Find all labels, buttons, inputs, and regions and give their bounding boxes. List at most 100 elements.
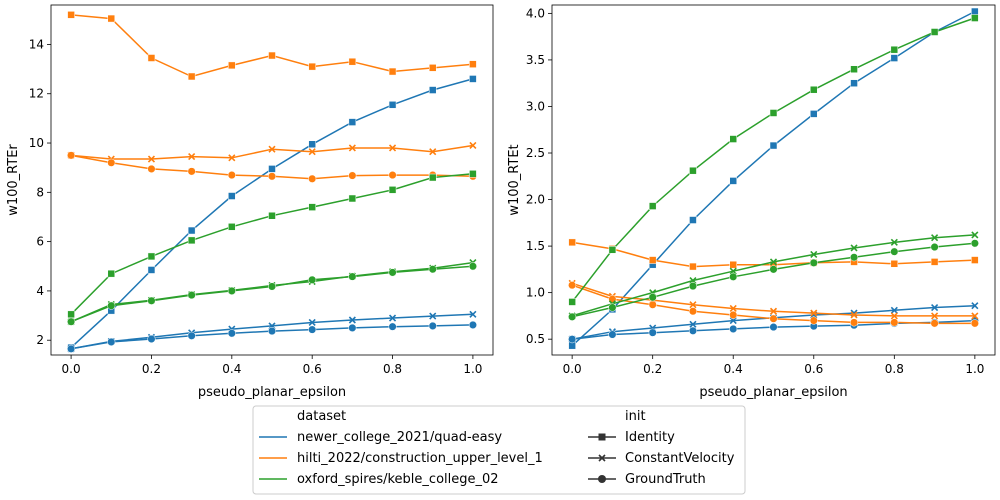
series-oxford-spires-keble-college-02-constantvelocity-line xyxy=(571,234,975,317)
series-newer-college-2021-quad-easy-groundtruth-point xyxy=(428,321,437,330)
series-oxford-spires-keble-college-02-identity-point xyxy=(308,203,316,211)
series-oxford-spires-keble-college-02-identity-point xyxy=(648,202,657,210)
series-oxford-spires-keble-college-02-groundtruth-point xyxy=(608,303,617,312)
series-newer-college-2021-quad-easy-constantvelocity-point xyxy=(890,306,898,314)
series-oxford-spires-keble-college-02-groundtruth-line xyxy=(70,265,473,323)
x-axis-label: pseudo_planar_epsilon xyxy=(699,385,847,400)
series-oxford-spires-keble-college-02-groundtruth-point xyxy=(468,262,477,271)
series-newer-college-2021-quad-easy-identity-point xyxy=(568,341,576,350)
series-newer-college-2021-quad-easy-groundtruth-point xyxy=(267,327,277,336)
series-oxford-spires-keble-college-02-groundtruth-point xyxy=(67,317,76,326)
series-oxford-spires-keble-college-02-identity-point xyxy=(428,173,437,182)
series-newer-college-2021-quad-easy-groundtruth-point xyxy=(568,335,577,344)
series-oxford-spires-keble-college-02-identity-point xyxy=(268,211,276,220)
legend-label-newer-college: newer_college_2021/quad-easy xyxy=(297,430,502,445)
series-newer-college-2021-quad-easy-identity-point xyxy=(228,192,236,200)
series-oxford-spires-keble-college-02-groundtruth-point xyxy=(348,272,357,281)
series-oxford-spires-keble-college-02-constantvelocity-point xyxy=(890,238,898,246)
series-newer-college-2021-quad-easy-groundtruth-point xyxy=(348,323,357,332)
series-newer-college-2021-quad-easy-identity-point xyxy=(971,7,979,16)
series-oxford-spires-keble-college-02-constantvelocity-point xyxy=(689,276,697,285)
series-oxford-spires-keble-college-02-constantvelocity-point xyxy=(810,250,818,259)
series-newer-college-2021-quad-easy-identity-point xyxy=(469,75,477,83)
x-tick-label: 0.6 xyxy=(804,362,823,376)
series-newer-college-2021-quad-easy-identity-point xyxy=(428,86,437,94)
series-newer-college-2021-quad-easy-constantvelocity-point xyxy=(388,314,397,322)
series-newer-college-2021-quad-easy-groundtruth-point xyxy=(648,328,657,337)
series-hilti-2022-construction-upper-level-1-identity-point xyxy=(268,51,276,60)
series-newer-college-2021-quad-easy-groundtruth-point xyxy=(468,320,477,329)
series-hilti-2022-construction-upper-level-1-groundtruth-point xyxy=(849,318,859,327)
series-newer-college-2021-quad-easy-identity-point xyxy=(348,118,357,126)
series-oxford-spires-keble-college-02-groundtruth-point xyxy=(388,268,397,277)
series-hilti-2022-construction-upper-level-1-groundtruth-point xyxy=(267,172,277,181)
y-tick-label: 1.5 xyxy=(526,239,545,253)
legend-label-hilti: hilti_2022/construction_upper_level_1 xyxy=(297,451,543,466)
x-tick-label: 0.8 xyxy=(383,362,402,376)
series-newer-college-2021-quad-easy-groundtruth-point xyxy=(308,325,317,334)
legend-init-title: init xyxy=(625,409,646,424)
y-tick-label: 3.5 xyxy=(526,53,545,67)
series-newer-college-2021-quad-easy-constantvelocity-point xyxy=(729,316,737,325)
x-tick-label: 0.0 xyxy=(62,362,81,376)
series-oxford-spires-keble-college-02-constantvelocity-point xyxy=(971,231,979,239)
series-hilti-2022-construction-upper-level-1-groundtruth-point xyxy=(769,314,778,323)
series-hilti-2022-construction-upper-level-1-constantvelocity-point xyxy=(308,148,316,156)
plot-frame xyxy=(50,4,494,356)
series-hilti-2022-construction-upper-level-1-groundtruth-point xyxy=(348,171,357,180)
series-oxford-spires-keble-college-02-groundtruth-point xyxy=(267,282,277,291)
series-hilti-2022-construction-upper-level-1-identity-point xyxy=(689,262,697,271)
x-tick-label: 0.6 xyxy=(303,362,322,376)
series-hilti-2022-construction-upper-level-1-groundtruth-point xyxy=(688,307,698,316)
series-hilti-2022-construction-upper-level-1-identity-point xyxy=(67,11,75,19)
series-oxford-spires-keble-college-02-identity-point xyxy=(689,166,697,175)
x-axis-label: pseudo_planar_epsilon xyxy=(198,385,346,400)
y-tick-label: 3.0 xyxy=(526,99,545,113)
series-oxford-spires-keble-college-02-groundtruth-point xyxy=(688,282,698,291)
y-tick-label: 1.0 xyxy=(526,286,545,300)
series-newer-college-2021-quad-easy-groundtruth-point xyxy=(769,323,778,332)
series-hilti-2022-construction-upper-level-1-identity-point xyxy=(890,260,899,268)
series-newer-college-2021-quad-easy-constantvelocity-point xyxy=(689,320,697,328)
series-oxford-spires-keble-college-02-identity-point xyxy=(729,135,737,143)
series-hilti-2022-construction-upper-level-1-constantvelocity-point xyxy=(429,148,437,156)
series-hilti-2022-construction-upper-level-1-constantvelocity-point xyxy=(729,304,737,313)
series-hilti-2022-construction-upper-level-1-identity-point xyxy=(348,57,357,66)
series-hilti-2022-construction-upper-level-1-constantvelocity-point xyxy=(147,155,156,163)
legend-label-oxford: oxford_spires/keble_college_02 xyxy=(297,472,499,487)
series-newer-college-2021-quad-easy-constantvelocity-point xyxy=(971,302,979,310)
series-hilti-2022-construction-upper-level-1-identity-point xyxy=(729,260,737,269)
series-newer-college-2021-quad-easy-groundtruth-point xyxy=(729,324,738,333)
series-oxford-spires-keble-college-02-groundtruth-point xyxy=(729,272,738,281)
series-oxford-spires-keble-college-02-groundtruth-point xyxy=(970,239,979,248)
series-hilti-2022-construction-upper-level-1-identity-point xyxy=(930,258,939,266)
series-oxford-spires-keble-college-02-identity-point xyxy=(568,298,576,306)
series-hilti-2022-construction-upper-level-1-groundtruth-point xyxy=(930,319,939,328)
series-newer-college-2021-quad-easy-identity-point xyxy=(147,266,156,274)
series-hilti-2022-construction-upper-level-1-identity-point xyxy=(308,62,316,71)
y-tick-label: 12 xyxy=(29,87,44,101)
series-hilti-2022-construction-upper-level-1-groundtruth-point xyxy=(147,164,156,173)
series-oxford-spires-keble-college-02-groundtruth-point xyxy=(147,296,156,305)
series-hilti-2022-construction-upper-level-1-identity-point xyxy=(469,60,477,68)
series-hilti-2022-construction-upper-level-1-groundtruth-point xyxy=(107,158,116,167)
left-chart-rte-r: 0.0 0.2 0.4 0.6 0.8 1.0 2 4 6 8 10 12 14 pseudo_plana… xyxy=(6,4,494,400)
series-oxford-spires-keble-college-02-identity-point xyxy=(971,14,979,22)
series-hilti-2022-construction-upper-level-1-constantvelocity-point xyxy=(228,154,236,162)
series-newer-college-2021-quad-easy-constantvelocity-point xyxy=(469,310,477,318)
x-tick-label: 0.2 xyxy=(142,362,161,376)
series-oxford-spires-keble-college-02-identity-line xyxy=(70,173,473,315)
legend-frame xyxy=(252,405,746,495)
x-tick-label: 1.0 xyxy=(965,362,984,376)
series-oxford-spires-keble-college-02-groundtruth-point xyxy=(849,253,859,262)
legend-circle-marker-icon xyxy=(598,475,606,483)
series-newer-college-2021-quad-easy-identity-point xyxy=(187,226,196,235)
series-hilti-2022-construction-upper-level-1-groundtruth-point xyxy=(187,167,196,176)
y-tick-label: 4.0 xyxy=(526,6,545,20)
series-hilti-2022-construction-upper-level-1-constantvelocity-point xyxy=(769,307,778,315)
series-oxford-spires-keble-college-02-identity-point xyxy=(469,170,477,178)
series-newer-college-2021-quad-easy-groundtruth-point xyxy=(608,330,617,339)
legend-label-identity: Identity xyxy=(625,430,675,445)
series-oxford-spires-keble-college-02-constantvelocity-point xyxy=(850,244,858,252)
y-axis-label: w100_RTEr xyxy=(6,144,21,216)
